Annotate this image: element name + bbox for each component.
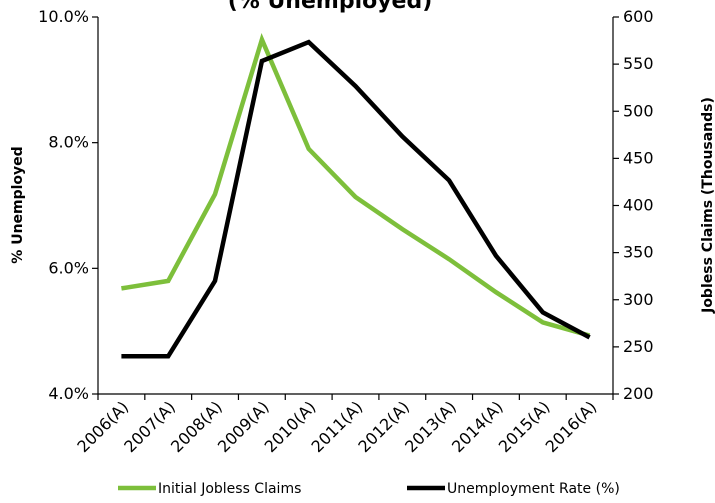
y-right-tick-label: 500	[623, 101, 654, 120]
x-tick-label: 2012(A)	[354, 397, 413, 456]
x-tick-label: 2007(A)	[120, 397, 179, 456]
x-tick-label: 2008(A)	[167, 397, 226, 456]
y-right-tick-label: 550	[623, 54, 654, 73]
legend: Initial Jobless Claims Unemployment Rate …	[118, 481, 620, 497]
x-tick-label: 2011(A)	[308, 397, 367, 456]
y-right-tick-label: 300	[623, 290, 654, 309]
y-left-axis-title: % Unemployed	[10, 146, 26, 263]
series-line-unemployment-rate	[121, 39, 591, 359]
series-line-initial-jobless-claims	[121, 33, 591, 338]
y-right-tick-label: 350	[623, 243, 654, 262]
chart-title: (% Unemployed)	[228, 0, 433, 14]
y-right-tick-label: 200	[623, 384, 654, 403]
x-axis: 2006(A)2007(A)2008(A)2009(A)2010(A)2011(…	[73, 393, 614, 456]
y-left-tick-label: 4.0%	[48, 384, 89, 403]
x-tick-label: 2014(A)	[448, 397, 507, 456]
y-right-tick-label: 600	[623, 7, 654, 26]
y-right-tick-label: 250	[623, 337, 654, 356]
x-tick-label: 2013(A)	[401, 397, 460, 456]
y-right-tick-label: 450	[623, 148, 654, 167]
x-tick-label: 2016(A)	[542, 397, 601, 456]
y-right-tick-label: 400	[623, 196, 654, 215]
right-axis: 200 250 300 350 400 450 500 550 600	[612, 7, 654, 403]
x-tick-label: 2006(A)	[73, 397, 132, 456]
legend-label: Unemployment Rate (%)	[447, 481, 620, 497]
y-left-tick-label: 6.0%	[48, 258, 89, 277]
y-left-tick-label: 8.0%	[48, 133, 89, 152]
x-tick-label: 2015(A)	[495, 397, 554, 456]
x-tick-label: 2010(A)	[261, 397, 320, 456]
y-right-axis-title: Jobless Claims (Thousands)	[700, 97, 715, 314]
series-layer	[121, 33, 591, 359]
left-axis: 4.0% 6.0% 8.0% 10.0%	[38, 7, 99, 403]
y-left-tick-label: 10.0%	[38, 7, 89, 26]
x-tick-label: 2009(A)	[214, 397, 273, 456]
legend-label: Initial Jobless Claims	[158, 481, 301, 497]
